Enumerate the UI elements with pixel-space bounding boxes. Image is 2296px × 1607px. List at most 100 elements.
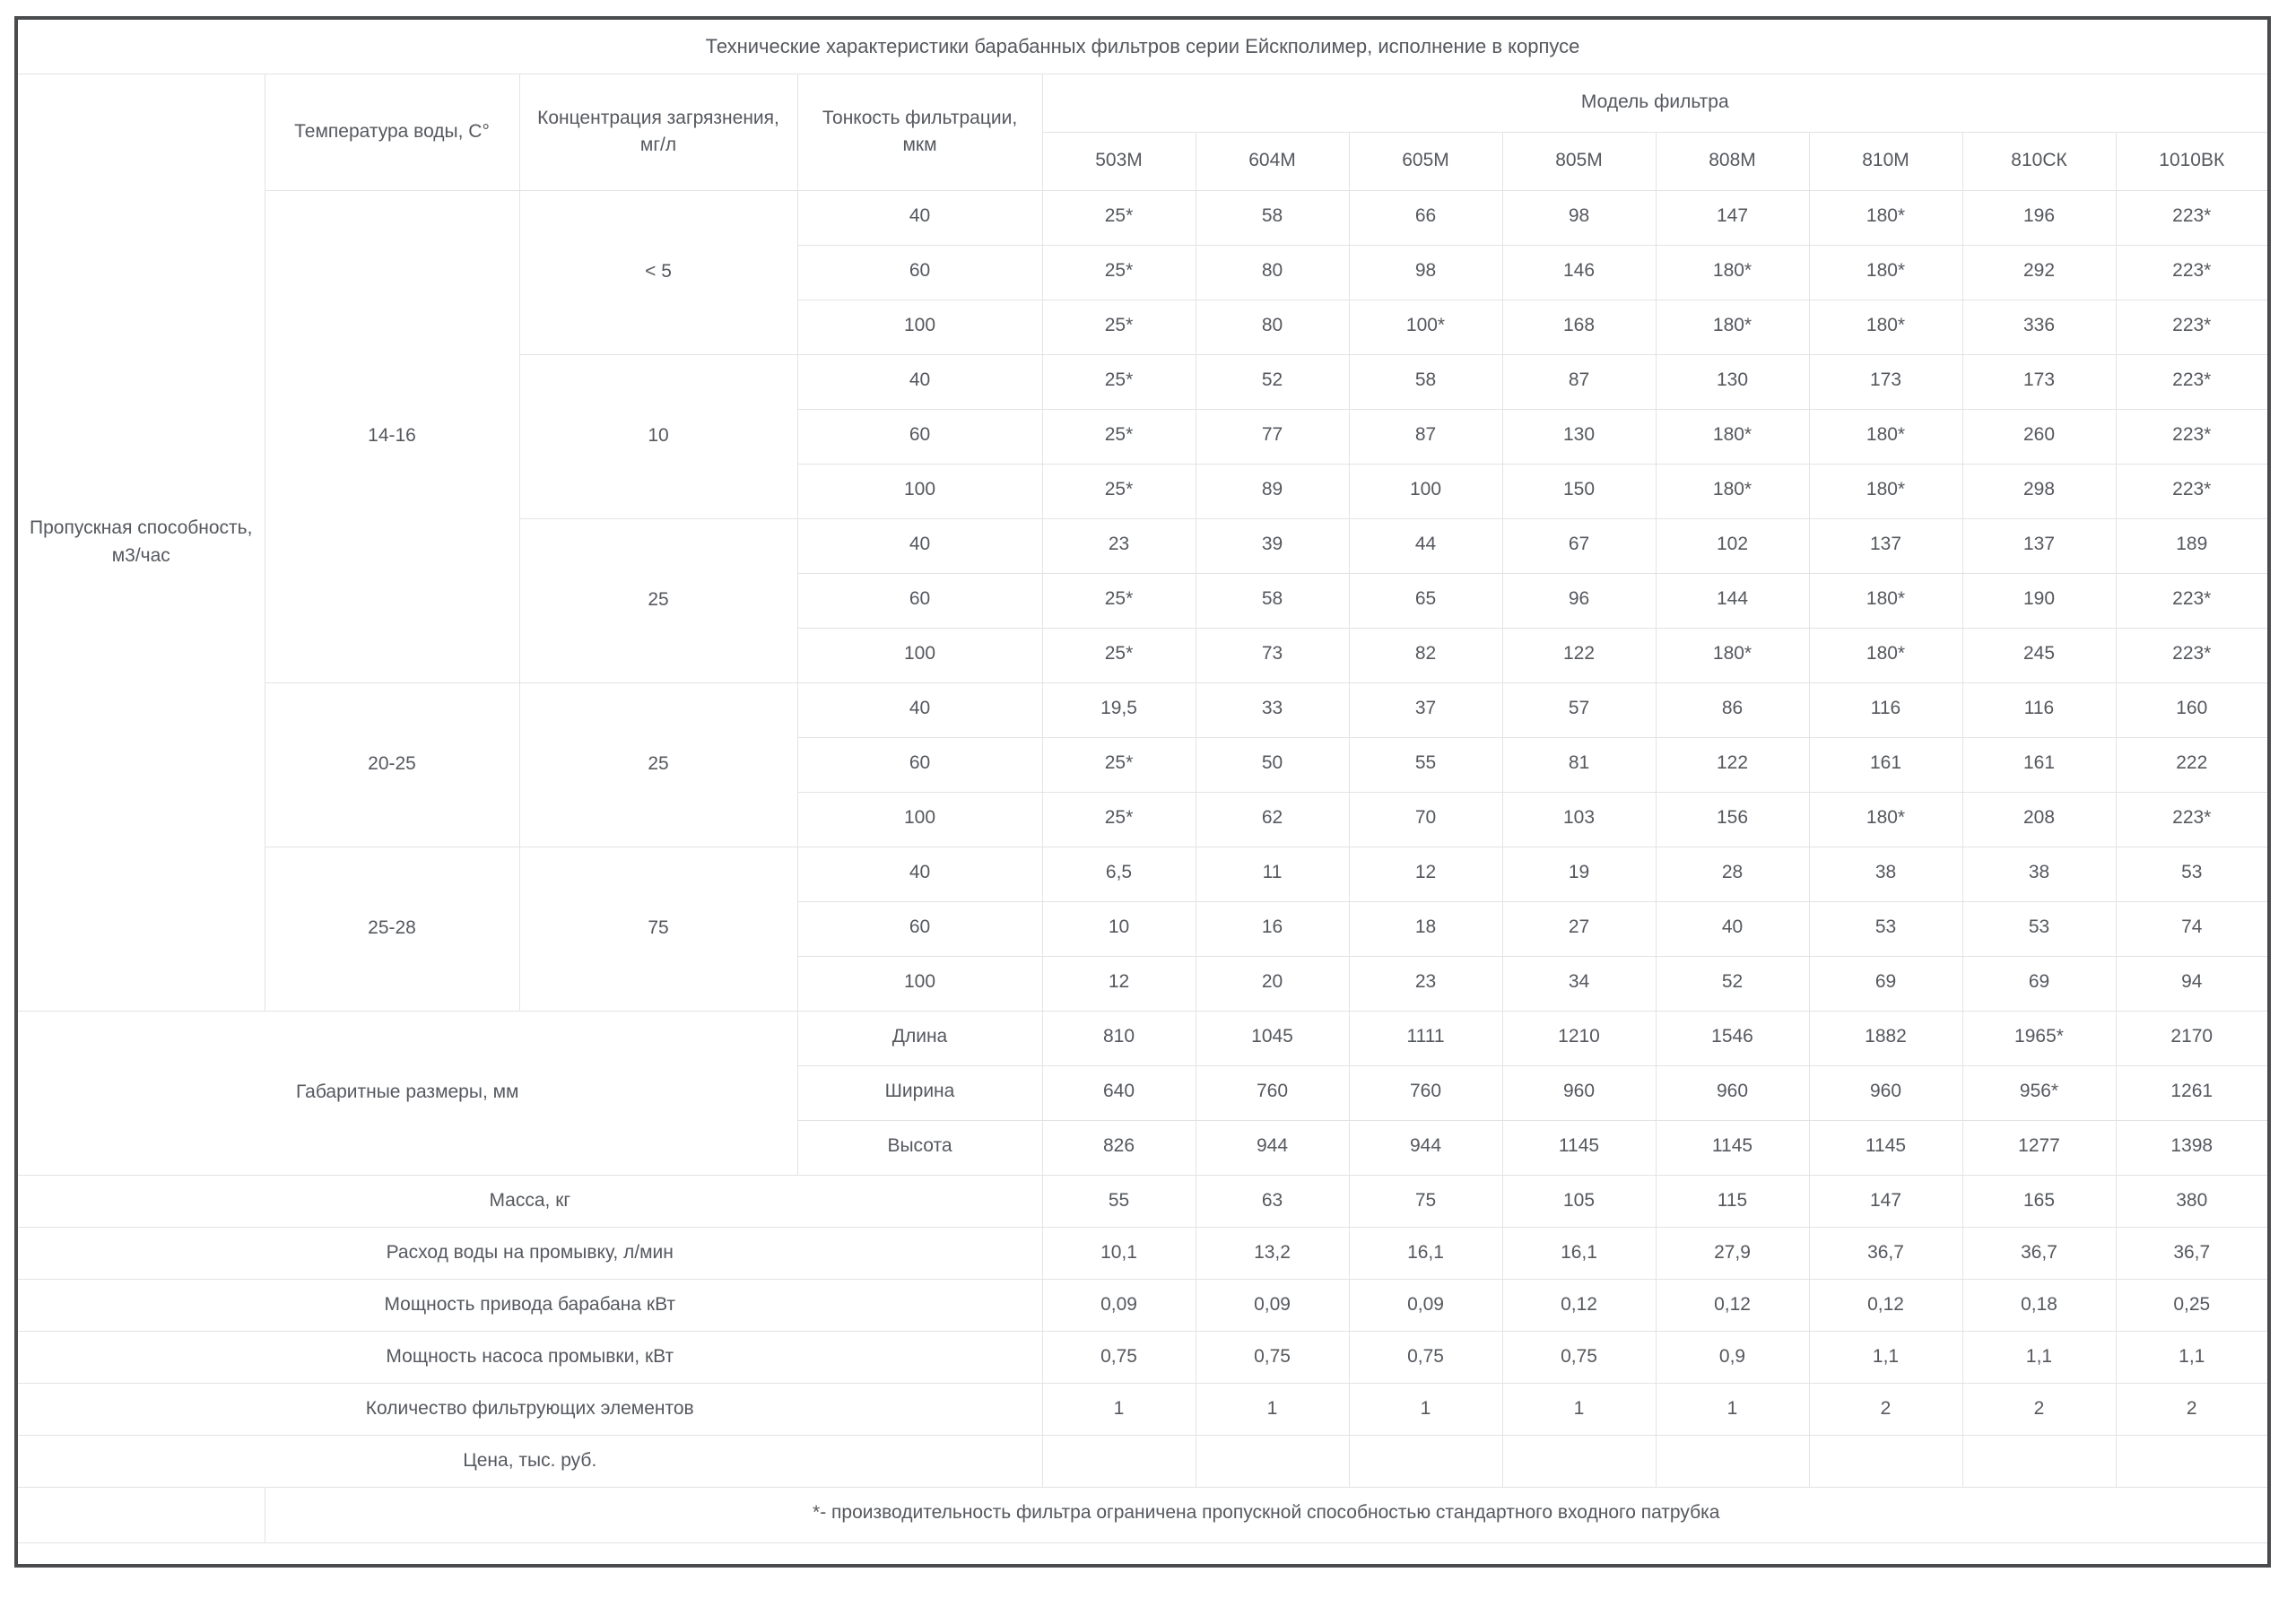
value-cell: 0,9 — [1655, 1330, 1810, 1384]
fineness-cell: 60 — [796, 572, 1043, 629]
value-cell: 38 — [1808, 846, 1963, 902]
table-row: 14-16 < 5 40 25* 58 66 98 147 180* 196 223* — [16, 189, 2270, 683]
value-cell: 208 — [1961, 791, 2117, 847]
value-cell: 25* — [1041, 299, 1196, 355]
value-cell: 298 — [1961, 463, 2117, 519]
footnote-spacer-cell — [15, 1486, 265, 1543]
value-cell: 53 — [1808, 900, 1963, 957]
value-cell: 25* — [1041, 736, 1196, 793]
value-cell: 10,1 — [1041, 1226, 1196, 1280]
value-cell: 66 — [1348, 189, 1503, 246]
fineness-cell: 40 — [796, 682, 1043, 738]
specs-table: Технические характеристики барабанных фи… — [14, 16, 2272, 1568]
value-cell: 36,7 — [2115, 1226, 2270, 1280]
model-header: 503М — [1041, 131, 1196, 191]
model-header: 808М — [1655, 131, 1810, 191]
spec-label: Расход воды на промывку, л/мин — [15, 1226, 1043, 1280]
fineness-cell: 100 — [796, 791, 1043, 847]
value-cell: 75 — [1348, 1174, 1503, 1228]
fineness-cell: 100 — [796, 299, 1043, 355]
value-cell: 23 — [1348, 955, 1503, 1012]
value-cell: 1882 — [1808, 1010, 1963, 1066]
value-cell: 116 — [1808, 682, 1963, 738]
value-cell: 1045 — [1195, 1010, 1350, 1066]
value-cell: 13,2 — [1195, 1226, 1350, 1280]
value-cell: 2 — [2115, 1382, 2270, 1436]
table-row: 10 40 25* 52 58 87 130 173 173 223* — [16, 353, 2270, 519]
value-cell: 130 — [1501, 408, 1657, 465]
value-cell: 1,1 — [1808, 1330, 1963, 1384]
value-cell: 25* — [1041, 408, 1196, 465]
fineness-cell: 100 — [796, 463, 1043, 519]
table-row: 25-28 75 40 6,5 11 12 19 28 38 38 53 — [16, 846, 2270, 1012]
value-cell: 0,12 — [1808, 1278, 1963, 1332]
value-cell: 20 — [1195, 955, 1350, 1012]
value-cell: 2 — [1961, 1382, 2117, 1436]
table-row: Габаритные размеры, мм Длина 810 1045 1111… — [15, 1010, 2270, 1176]
value-cell: 180* — [1808, 463, 1963, 519]
value-cell: 1145 — [1501, 1119, 1657, 1176]
spec-label: Мощность насоса промывки, кВт — [15, 1330, 1043, 1384]
spec-label: Цена, тыс. руб. — [15, 1434, 1043, 1488]
table-row: 60 25* 77 87 130 180* 180* 260 223* — [16, 408, 2270, 465]
fineness-cell: 40 — [796, 517, 1043, 574]
value-cell: 1111 — [1348, 1010, 1503, 1066]
value-cell: 58 — [1195, 572, 1350, 629]
value-cell: 1145 — [1655, 1119, 1810, 1176]
value-cell: 223* — [2115, 353, 2270, 410]
value-cell: 1,1 — [1961, 1330, 2117, 1384]
value-cell: 89 — [1195, 463, 1350, 519]
value-cell: 2170 — [2115, 1010, 2270, 1066]
value-cell: 55 — [1041, 1174, 1196, 1228]
value-cell: 960 — [1808, 1064, 1963, 1121]
value-cell: 86 — [1655, 682, 1810, 738]
value-cell: 0,75 — [1195, 1330, 1350, 1384]
temperature-header: Температура воды, С° — [264, 73, 520, 191]
value-cell: 380 — [2115, 1174, 2270, 1228]
value-cell: 98 — [1348, 244, 1503, 300]
value-cell: 69 — [1808, 955, 1963, 1012]
table-row: 100 25* 80 100* 168 180* 180* 336 223* — [16, 299, 2270, 355]
table-row: Цена, тыс. руб. — [15, 1434, 2270, 1488]
temperature-cell: 20-25 — [264, 682, 520, 847]
value-cell: 156 — [1655, 791, 1810, 847]
value-cell: 55 — [1348, 736, 1503, 793]
value-cell: 180* — [1655, 244, 1810, 300]
dimension-name-cell: Ширина — [796, 1064, 1043, 1121]
value-cell: 77 — [1195, 408, 1350, 465]
table-row: 100 12 20 23 34 52 69 69 94 — [16, 955, 2270, 1012]
value-cell: 1277 — [1961, 1119, 2117, 1176]
value-cell: 1965* — [1961, 1010, 2117, 1066]
value-cell: 80 — [1195, 299, 1350, 355]
value-cell: 122 — [1501, 627, 1657, 683]
value-cell: 180* — [1808, 627, 1963, 683]
value-cell: 10 — [1041, 900, 1196, 957]
value-cell: 63 — [1195, 1174, 1350, 1228]
table-row: Технические характеристики барабанных фи… — [15, 17, 2270, 74]
value-cell: 168 — [1501, 299, 1657, 355]
value-cell: 223* — [2115, 408, 2270, 465]
capacity-label: Пропускная способность, м3/час — [15, 73, 265, 1012]
table-row: 20-25 25 40 19,5 33 37 57 86 116 116 160 — [16, 682, 2270, 847]
fineness-cell: 60 — [796, 736, 1043, 793]
value-cell: 144 — [1655, 572, 1810, 629]
value-cell: 50 — [1195, 736, 1350, 793]
fineness-cell: 40 — [796, 353, 1043, 410]
model-header: 810СК — [1961, 131, 2117, 191]
price-value-cell — [2115, 1434, 2270, 1488]
value-cell: 160 — [2115, 682, 2270, 738]
value-cell: 960 — [1655, 1064, 1810, 1121]
value-cell: 180* — [1655, 299, 1810, 355]
table-row: 60 25* 50 55 81 122 161 161 222 — [16, 736, 2270, 793]
page-title: Технические характеристики барабанных фи… — [15, 17, 2270, 74]
value-cell: 53 — [2115, 846, 2270, 902]
value-cell: 102 — [1655, 517, 1810, 574]
price-value-cell — [1348, 1434, 1503, 1488]
value-cell: 65 — [1348, 572, 1503, 629]
table-row: Ширина 640 760 760 960 960 960 956* 1261 — [16, 1064, 2270, 1121]
value-cell: 25* — [1041, 791, 1196, 847]
price-value-cell — [1808, 1434, 1963, 1488]
value-cell: 223* — [2115, 627, 2270, 683]
value-cell: 1 — [1501, 1382, 1657, 1436]
value-cell: 223* — [2115, 463, 2270, 519]
